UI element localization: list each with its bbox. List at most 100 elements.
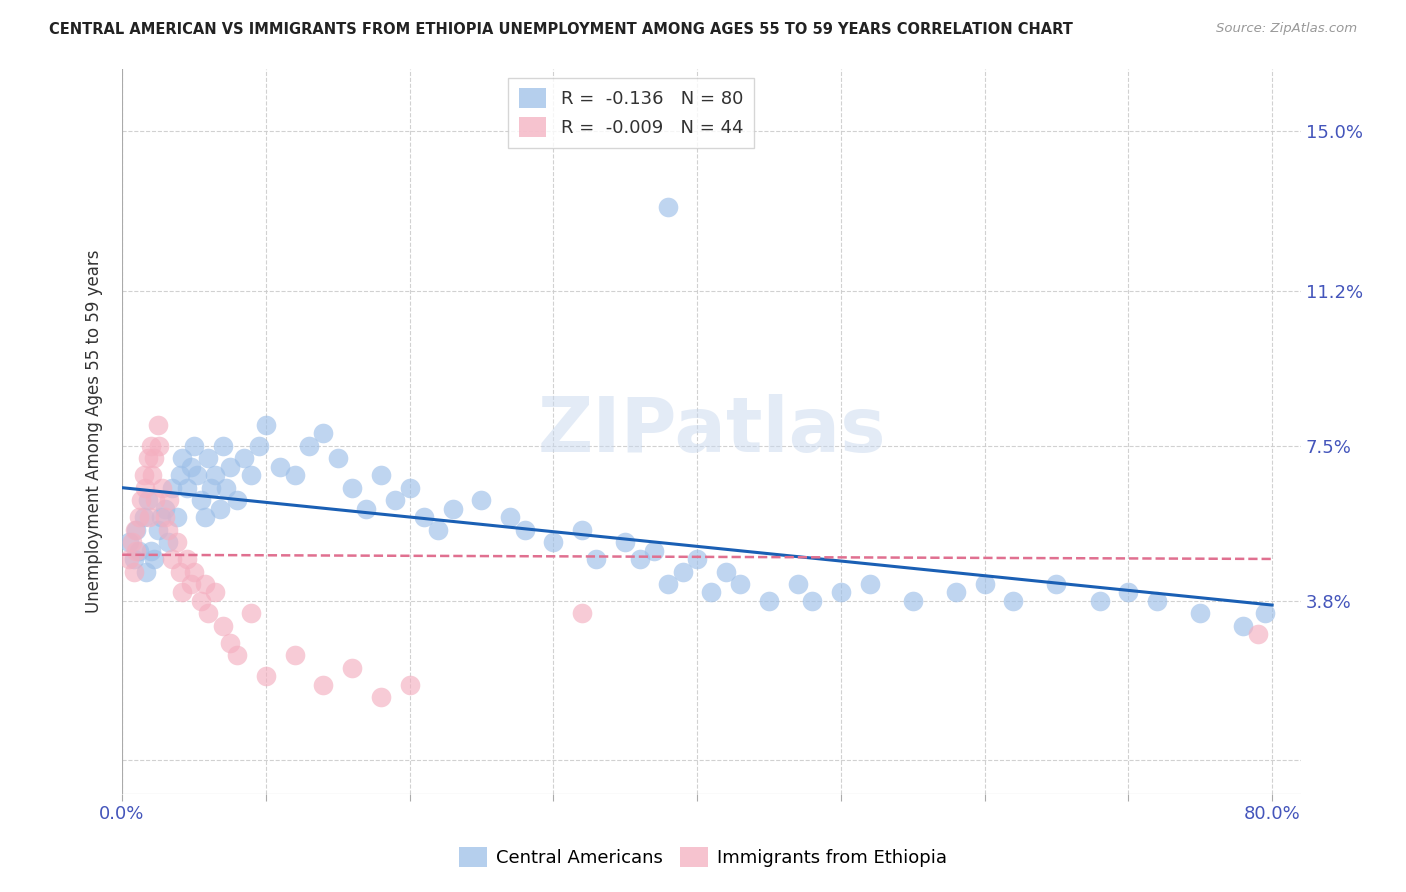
Point [714,565,737,579]
Point [657,200,679,214]
Point [340,661,363,675]
Point [370,690,392,705]
Point [208,501,231,516]
Point [194,577,217,591]
Point [830,585,852,599]
Point [214,481,236,495]
Point [298,439,321,453]
Legend: Central Americans, Immigrants from Ethiopia: Central Americans, Immigrants from Ethio… [453,839,953,874]
Point [571,523,593,537]
Point [200,481,222,495]
Point [1189,607,1212,621]
Point [398,678,420,692]
Point [398,481,420,495]
Point [118,552,141,566]
Point [135,565,157,579]
Point [194,510,217,524]
Point [643,543,665,558]
Point [427,523,450,537]
Text: ZIPatlas: ZIPatlas [537,394,886,468]
Point [190,493,212,508]
Text: CENTRAL AMERICAN VS IMMIGRANTS FROM ETHIOPIA UNEMPLOYMENT AMONG AGES 55 TO 59 YE: CENTRAL AMERICAN VS IMMIGRANTS FROM ETHI… [49,22,1073,37]
Point [166,535,188,549]
Point [284,648,307,663]
Point [269,459,291,474]
Point [614,535,637,549]
Point [728,577,751,591]
Point [143,493,166,508]
Point [801,594,824,608]
Point [172,451,194,466]
Point [254,417,277,432]
Point [128,510,150,524]
Point [1254,607,1277,621]
Point [166,510,188,524]
Point [543,535,565,549]
Point [132,468,155,483]
Point [284,468,307,483]
Point [247,439,270,453]
Point [1232,619,1254,633]
Point [657,577,679,591]
Point [121,535,143,549]
Point [218,459,240,474]
Point [159,493,181,508]
Point [146,417,169,432]
Point [758,594,780,608]
Point [141,468,163,483]
Point [197,607,219,621]
Point [218,636,240,650]
Point [384,493,406,508]
Point [326,451,349,466]
Point [122,552,145,566]
Point [499,510,522,524]
Point [162,481,184,495]
Point [1088,594,1111,608]
Point [1045,577,1067,591]
Point [124,523,146,537]
Point [973,577,995,591]
Point [513,523,536,537]
Point [672,565,695,579]
Point [142,451,165,466]
Point [157,535,180,549]
Point [128,543,150,558]
Point [153,510,176,524]
Point [240,468,263,483]
Point [172,585,194,599]
Point [470,493,492,508]
Point [858,577,880,591]
Point [153,501,176,516]
Point [413,510,436,524]
Point [125,523,148,537]
Point [134,481,156,495]
Point [700,585,723,599]
Point [197,451,219,466]
Point [585,552,607,566]
Point [176,481,198,495]
Legend: R =  -0.136   N = 80, R =  -0.009   N = 44: R = -0.136 N = 80, R = -0.009 N = 44 [509,78,754,148]
Point [190,594,212,608]
Point [240,607,263,621]
Point [149,510,172,524]
Point [211,439,233,453]
Point [226,648,249,663]
Point [254,669,277,683]
Point [1118,585,1140,599]
Point [138,510,160,524]
Point [370,468,392,483]
Point [686,552,709,566]
Point [129,493,152,508]
Point [340,481,363,495]
Point [146,523,169,537]
Point [122,565,145,579]
Point [204,585,226,599]
Point [169,565,191,579]
Text: Source: ZipAtlas.com: Source: ZipAtlas.com [1216,22,1357,36]
Point [183,439,205,453]
Point [312,426,335,441]
Point [176,552,198,566]
Point [901,594,924,608]
Point [136,493,159,508]
Point [1146,594,1168,608]
